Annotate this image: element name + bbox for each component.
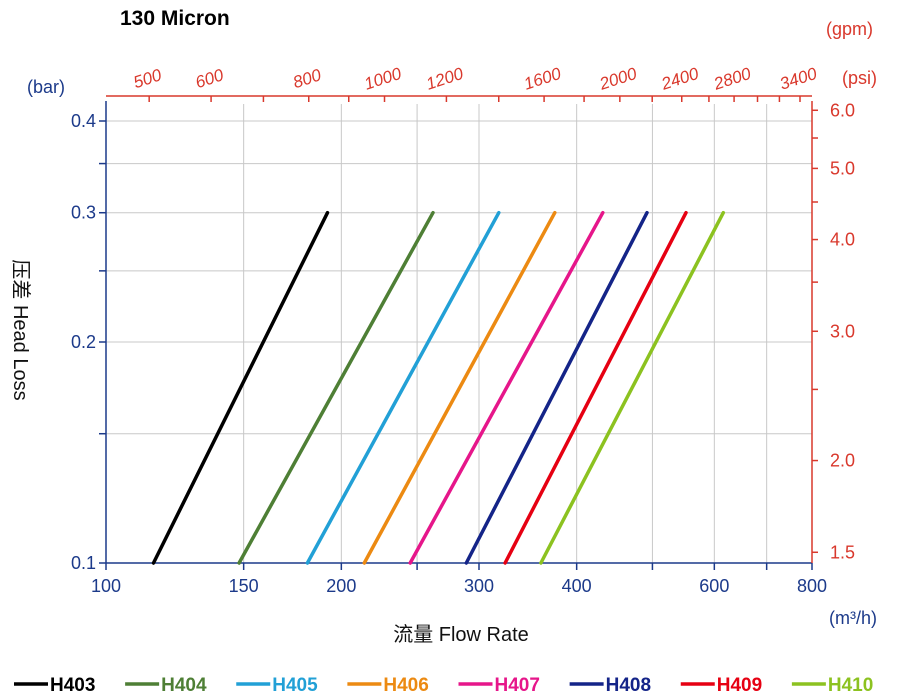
legend-label-h410: H410 — [828, 675, 873, 696]
y-tick-label: 0.2 — [71, 332, 96, 352]
x-tick-label: 150 — [229, 576, 259, 596]
series-line-h404 — [237, 210, 435, 565]
x-tick-label: 100 — [91, 576, 121, 596]
secondary-x-unit: (gpm) — [826, 19, 873, 39]
series-line-h403 — [151, 210, 330, 565]
top-tick-label: 2000 — [596, 64, 639, 94]
legend-label-h405: H405 — [272, 675, 318, 696]
series-line-h407 — [408, 210, 605, 565]
legend-label-h403: H403 — [50, 675, 95, 696]
x-unit: (m³/h) — [829, 608, 877, 628]
right-tick-label: 5.0 — [830, 158, 855, 178]
x-tick-label: 800 — [797, 576, 827, 596]
legend-label-h407: H407 — [495, 675, 540, 696]
secondary-y-unit: (psi) — [842, 68, 877, 88]
series-line-h408 — [464, 210, 649, 565]
top-tick-label: 500 — [131, 65, 164, 92]
top-tick-label: 1200 — [424, 64, 466, 94]
y-tick-label: 0.4 — [71, 111, 96, 131]
top-tick-label: 1600 — [521, 64, 563, 94]
grid — [106, 104, 812, 563]
x-tick-label: 400 — [562, 576, 592, 596]
top-tick-label: 600 — [193, 65, 226, 92]
legend-label-h409: H409 — [717, 675, 762, 696]
top-tick-label: 800 — [291, 65, 324, 92]
series-line-h409 — [503, 210, 688, 565]
top-tick-label: 3400 — [777, 64, 819, 94]
right-tick-label: 6.0 — [830, 100, 855, 120]
legend-label-h404: H404 — [161, 675, 207, 696]
chart-title: 130 Micron — [120, 7, 230, 30]
right-tick-label: 3.0 — [830, 321, 855, 341]
ticks — [99, 96, 818, 570]
legend: H403 H404 H405 H406 H407 H408 H409 H410 — [14, 675, 873, 696]
top-tick-label: 1000 — [362, 64, 404, 94]
x-tick-label: 200 — [326, 576, 356, 596]
right-tick-label: 2.0 — [830, 451, 855, 471]
legend-label-h408: H408 — [606, 675, 651, 696]
x-tick-label: 300 — [464, 576, 494, 596]
series-line-h410 — [539, 210, 726, 565]
right-tick-label: 4.0 — [830, 230, 855, 250]
y-tick-label: 0.1 — [71, 553, 96, 573]
series-group — [151, 210, 726, 565]
legend-label-h406: H406 — [383, 675, 428, 696]
y-axis-label: 压差 Head Loss — [9, 259, 32, 400]
top-tick-label: 2800 — [711, 64, 754, 94]
axes — [105, 95, 813, 564]
x-tick-label: 600 — [699, 576, 729, 596]
y-unit: (bar) — [27, 77, 65, 97]
x-axis-label: 流量 Flow Rate — [393, 623, 529, 646]
series-line-h406 — [362, 210, 557, 565]
tick-labels: 100 150 200 300 400 600 800 0.1 0.2 0.3 0.4 500 600 8… — [71, 64, 855, 596]
top-tick-label: 2400 — [658, 64, 701, 94]
series-line-h405 — [305, 210, 501, 565]
right-tick-label: 1.5 — [830, 542, 855, 562]
y-tick-label: 0.3 — [71, 203, 96, 223]
